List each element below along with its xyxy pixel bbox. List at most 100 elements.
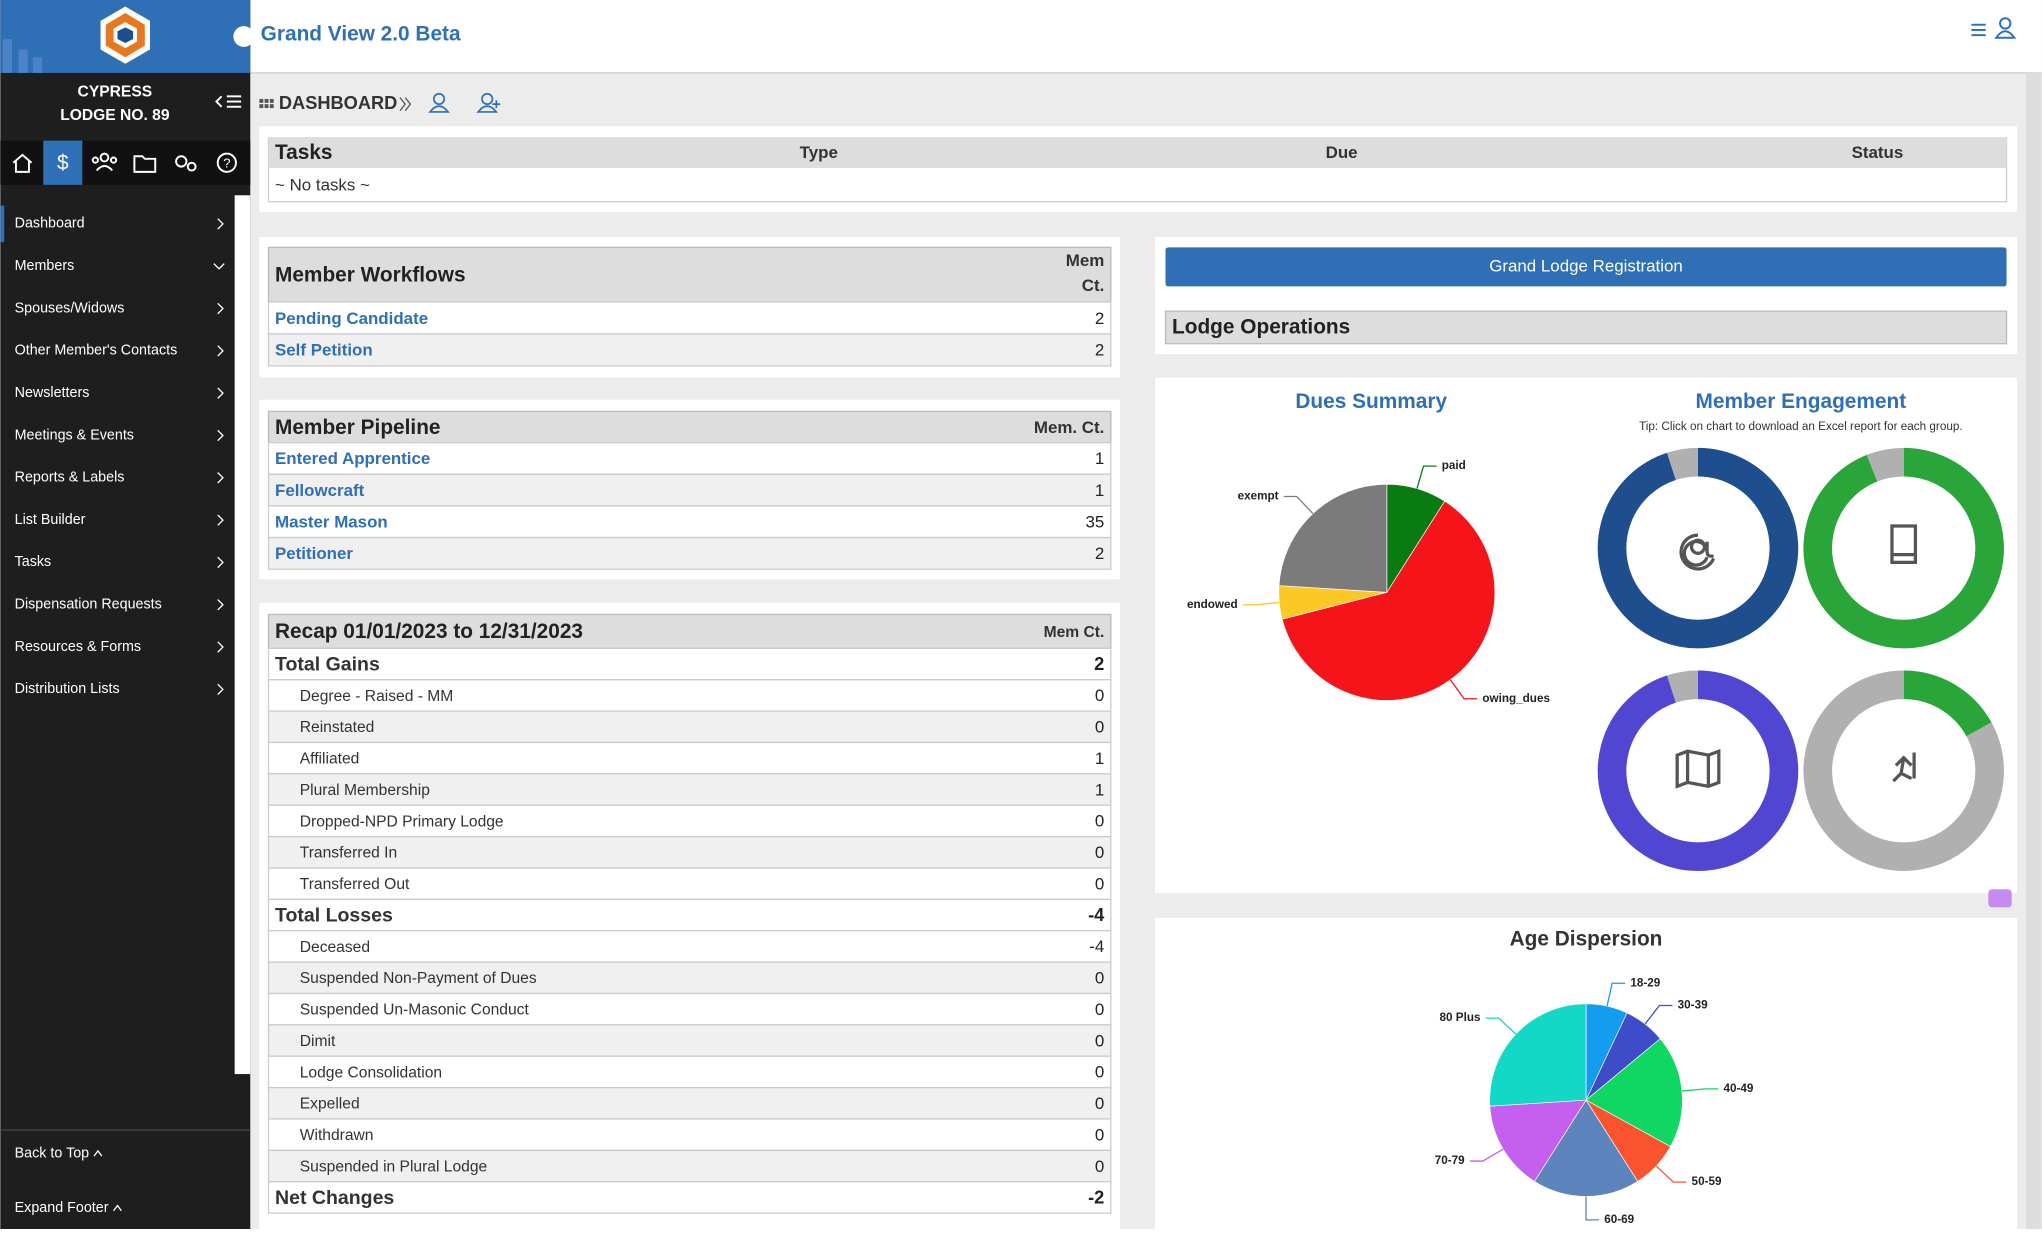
row-label: Total Gains [275,653,380,675]
leader-line [1585,1196,1600,1221]
table-row [267,773,1112,806]
menu-item[interactable]: Resources & Forms [15,639,141,655]
logo-notch [233,26,255,47]
back-to-top[interactable]: Back to Top [15,1145,90,1161]
menu-caret [217,514,224,526]
menu-caret [217,302,224,315]
registration-button[interactable] [1165,247,2007,287]
header-bar [250,0,2042,73]
row-label: Reinstated [300,719,375,736]
collapse-icon[interactable] [215,95,242,108]
pie-slice[interactable] [1489,1099,1587,1182]
chat-button[interactable] [1988,889,2012,908]
chart-title: Member Engagement [1696,390,1907,413]
row-value: 2 [1095,544,1104,563]
slice-label: 70-79 [1435,1154,1465,1167]
menu-item[interactable]: Other Member's Contacts [15,343,178,359]
row-value: 0 [1095,874,1104,893]
leader-line [1655,1165,1687,1183]
row-link[interactable]: Pending Candidate [275,309,428,328]
row-label: Deceased [300,939,370,956]
row-label: Withdrawn [300,1127,374,1144]
menu-item[interactable]: Reports & Labels [15,470,125,486]
table-row [267,647,1112,681]
row-link[interactable]: Fellowcraft [275,481,365,500]
lodge-name: LODGE NO. 89 [60,107,170,124]
table-row [267,536,1112,570]
scrollbar [2026,72,2042,1230]
row-value: 1 [1095,749,1104,768]
menu-item[interactable]: Dashboard [15,216,85,232]
registration-button-label[interactable]: Grand Lodge Registration [1489,256,1683,275]
menu-caret [217,429,224,442]
column-header: Status [1852,143,1904,162]
row-label: Suspended Un-Masonic Conduct [300,1002,530,1019]
row-link[interactable]: Master Mason [275,513,388,532]
icon-tab-active[interactable] [43,140,83,185]
lodge-operations-title: Lodge Operations [1172,316,1350,339]
exit-icon [1892,752,1916,783]
row-link[interactable]: Self Petition [275,341,373,360]
menu-caret [217,218,224,230]
count-header: Mem. Ct. [1034,418,1104,437]
app-title: Grand View 2.0 Beta [261,23,461,46]
row-link[interactable]: Petitioner [275,544,353,563]
pie-slice[interactable] [1278,483,1388,593]
ring-segment[interactable] [1667,447,1699,481]
member-icons[interactable] [428,92,501,113]
slice-label: 50-59 [1692,1175,1722,1188]
row-link[interactable]: Entered Apprentice [275,449,430,468]
leader-line [1449,679,1478,700]
menu-item[interactable]: Members [15,258,75,274]
row-value: 1 [1095,780,1104,799]
row-value: -4 [1089,937,1104,956]
menu-item[interactable]: List Builder [15,512,86,528]
ring-segment[interactable] [1803,670,2004,871]
user-icon[interactable] [1994,17,2017,39]
menu-icon[interactable] [1971,23,1986,37]
menu-item[interactable]: Spouses/Widows [15,300,125,316]
table-row [267,333,1112,367]
column-header: Due [1326,143,1358,162]
ring-segment[interactable] [1803,447,2004,649]
column-header: Type [800,143,838,162]
table-row [267,1181,1112,1214]
row-value: 0 [1095,1000,1104,1019]
menu-caret [217,599,224,611]
lodge-name: CYPRESS [78,84,153,101]
menu-caret [217,472,224,484]
count-header: Ct. [1082,276,1105,295]
breadcrumb: DASHBOARD [279,93,397,113]
svg-text:?: ? [223,155,230,170]
slice-label: exempt [1238,490,1279,503]
menu-item[interactable]: Newsletters [15,385,90,401]
pie-slice[interactable] [1585,1038,1683,1147]
ring-segment[interactable] [1597,447,1799,649]
table-row [267,1118,1112,1152]
menu-item[interactable]: Tasks [15,554,52,570]
ring-segment[interactable] [1667,670,1699,703]
menu-item[interactable]: Meetings & Events [15,427,134,443]
menu-item[interactable]: Dispensation Requests [15,597,162,613]
pie-slice[interactable] [1533,1099,1639,1197]
ring-segment[interactable] [1866,447,1905,482]
row-value: -4 [1088,905,1105,925]
tasks-header [268,138,2007,168]
pie-slice[interactable] [1489,1003,1587,1107]
menu-item[interactable]: Distribution Lists [15,681,120,697]
menu-caret [217,556,224,569]
expand-footer[interactable]: Expand Footer [15,1200,109,1216]
row-value: 0 [1095,1157,1104,1176]
slice-label: owing_dues [1482,692,1550,705]
icon-tabs[interactable]: $ ? [12,152,237,175]
row-value: 1 [1095,449,1104,468]
row-value: 0 [1095,843,1104,862]
table-row [267,1055,1112,1089]
ring-segment[interactable] [1597,670,1799,871]
row-value: 2 [1094,654,1104,674]
row-value: 35 [1086,513,1105,532]
lodge-operations-header [1164,310,2008,345]
pie-slice[interactable] [1281,500,1496,701]
ring-segment[interactable] [1903,670,1992,737]
